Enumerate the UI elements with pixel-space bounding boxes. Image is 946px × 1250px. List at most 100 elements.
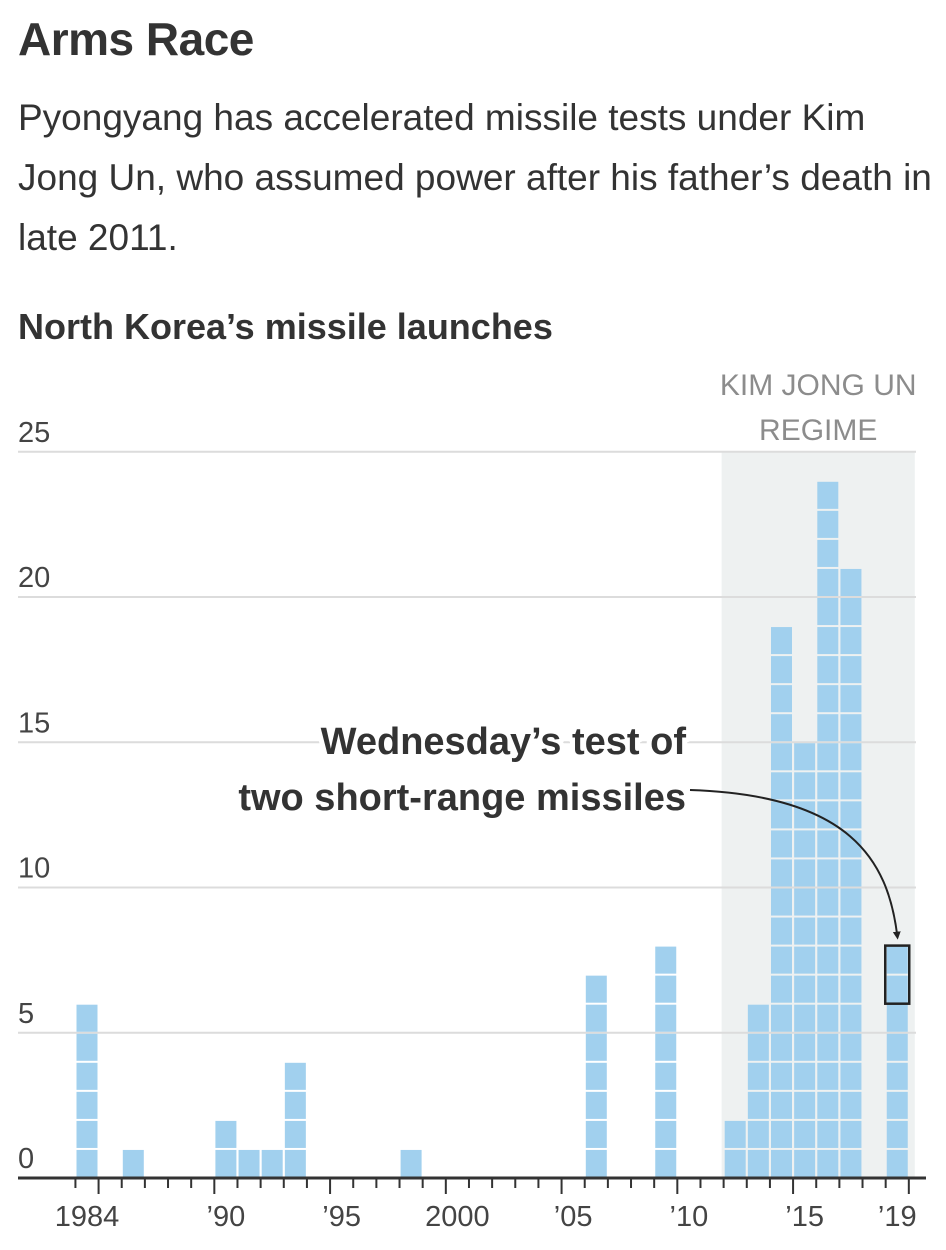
bar-cell	[840, 1004, 862, 1032]
headline: Arms Race	[18, 13, 254, 65]
chart-title: North Korea’s missile launches	[18, 306, 553, 347]
bar-cell	[215, 1120, 237, 1148]
bar-cell	[840, 946, 862, 974]
bar-cell	[886, 1033, 908, 1061]
bar-2012	[724, 1120, 746, 1177]
bar-cell	[886, 1120, 908, 1148]
bar-cell	[655, 975, 677, 1003]
bar-cell	[724, 1149, 746, 1177]
bar-1992	[261, 1149, 283, 1177]
bar-cell	[585, 1149, 607, 1177]
y-tick-label: 25	[18, 417, 50, 449]
bar-cell	[886, 946, 908, 974]
regime-label: KIM JONG UN	[720, 369, 917, 402]
bar-cell	[655, 1091, 677, 1119]
bar-cell	[886, 1004, 908, 1032]
x-tick-label: ’10	[670, 1201, 709, 1233]
bar-cell	[747, 1004, 769, 1032]
bar-cell	[794, 772, 816, 800]
bar-cell	[284, 1062, 306, 1090]
bar-cell	[817, 975, 839, 1003]
bar-cell	[817, 743, 839, 771]
bar-cell	[817, 859, 839, 887]
bar-cell	[794, 888, 816, 916]
bar-1993	[284, 1062, 306, 1177]
bar-cell	[771, 859, 792, 887]
bar-cell	[261, 1149, 283, 1177]
bar-cell	[817, 830, 839, 858]
x-tick-label: ’05	[554, 1201, 593, 1233]
bar-cell	[817, 1033, 839, 1061]
bar-cell	[840, 743, 862, 771]
bar-cell	[817, 1120, 839, 1148]
bar-cell	[794, 859, 816, 887]
bar-cell	[585, 975, 607, 1003]
bar-cell	[817, 598, 839, 626]
bar-cell	[585, 1004, 607, 1032]
bar-cell	[794, 1091, 816, 1119]
bar-cell	[400, 1149, 422, 1177]
x-tick-label: ’15	[785, 1201, 824, 1233]
bar-cell	[817, 627, 839, 655]
bar-cell	[817, 946, 839, 974]
bar-cell	[284, 1091, 306, 1119]
bar-cell	[817, 510, 839, 538]
bar-cell	[76, 1091, 98, 1119]
bar-cell	[771, 1149, 792, 1177]
bar-2009	[655, 946, 677, 1177]
bar-cell	[886, 975, 908, 1003]
bar-cell	[840, 568, 862, 596]
bar-cell	[817, 1004, 839, 1032]
bar-cell	[886, 1062, 908, 1090]
bar-cell	[840, 656, 862, 684]
bar-cell	[817, 685, 839, 713]
x-tick-label: 1984	[55, 1201, 120, 1233]
bar-cell	[771, 975, 792, 1003]
bar-cell	[215, 1149, 237, 1177]
bar-cell	[724, 1120, 746, 1148]
y-tick-label: 0	[18, 1143, 34, 1175]
bar-cell	[840, 714, 862, 742]
bar-cell	[840, 772, 862, 800]
x-tick-label: ’90	[207, 1201, 246, 1233]
bar-cell	[794, 1149, 816, 1177]
bar-cell	[771, 714, 792, 742]
bar-1991	[238, 1149, 260, 1177]
bar-cell	[886, 1149, 908, 1177]
bar-cell	[771, 743, 792, 771]
bar-cell	[794, 1062, 816, 1090]
bar-cell	[794, 1033, 816, 1061]
bar-cell	[817, 714, 839, 742]
bar-cell	[771, 888, 792, 916]
bar-cell	[771, 801, 792, 829]
bar-1984	[76, 1004, 98, 1177]
bar-2013	[747, 1004, 769, 1177]
bar-cell	[76, 1149, 98, 1177]
bar-2014	[771, 627, 792, 1177]
bar-cell	[284, 1149, 306, 1177]
bar-cell	[840, 1120, 862, 1148]
bar-cell	[840, 1033, 862, 1061]
bar-cell	[771, 1091, 792, 1119]
bar-cell	[585, 1091, 607, 1119]
bar-cell	[771, 1120, 792, 1148]
annotation-label: Wednesday’s test of	[321, 721, 687, 763]
bar-cell	[771, 830, 792, 858]
bar-cell	[771, 1033, 792, 1061]
bar-cell	[840, 1091, 862, 1119]
bar-cell	[771, 917, 792, 945]
bar-cell	[76, 1033, 98, 1061]
bar-cell	[817, 568, 839, 596]
bar-cell	[794, 743, 816, 771]
bar-cell	[794, 801, 816, 829]
bar-cell	[817, 772, 839, 800]
bar-cell	[771, 627, 792, 655]
dek: Pyongyang has accelerated missile tests …	[18, 97, 932, 258]
y-tick-label: 5	[18, 998, 34, 1030]
regime-label: REGIME	[759, 414, 877, 447]
bar-cell	[794, 946, 816, 974]
bar-cell	[817, 481, 839, 509]
bar-cell	[840, 801, 862, 829]
bar-cell	[817, 888, 839, 916]
